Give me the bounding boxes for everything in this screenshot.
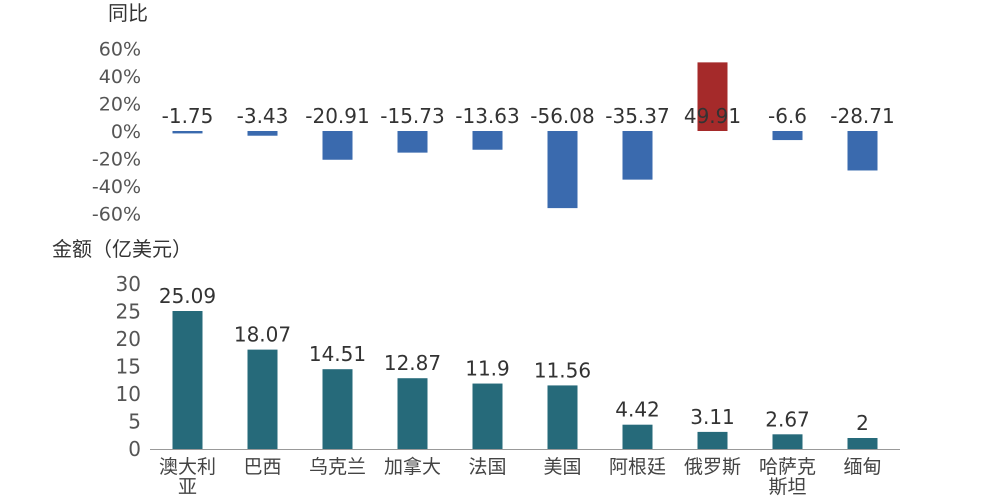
- top-bar-value-label: -6.6: [768, 104, 807, 128]
- top-bar-value-label: -35.37: [605, 104, 669, 128]
- bottom-bar: [622, 424, 653, 449]
- top-bar: [472, 131, 503, 150]
- x-category-label: 斯坦: [768, 476, 806, 498]
- top-bar: [397, 131, 428, 153]
- bottom-bar: [397, 378, 428, 449]
- top-y-axis-title: 同比: [108, 1, 148, 25]
- x-category-label: 亚: [178, 476, 197, 498]
- bottom-bar-value-label: 25.09: [159, 284, 216, 308]
- bottom-y-tick-label: 30: [116, 272, 141, 296]
- bottom-bar-value-label: 14.51: [309, 342, 366, 366]
- bottom-y-tick-label: 15: [116, 355, 141, 379]
- top-bar-value-label: -3.43: [237, 104, 289, 128]
- top-bar-value-label: -1.75: [162, 104, 214, 128]
- top-bar-value-label: -15.73: [380, 104, 444, 128]
- bottom-bar-value-label: 12.87: [384, 351, 441, 375]
- x-category-label: 俄罗斯: [684, 456, 741, 478]
- top-bar: [172, 131, 203, 134]
- top-y-tick-label: -20%: [92, 149, 141, 171]
- top-y-tick-label: -40%: [92, 176, 141, 198]
- bottom-y-axis-title: 金额（亿美元）: [52, 237, 192, 261]
- bottom-y-tick-label: 25: [116, 300, 141, 324]
- bottom-y-tick-label: 5: [128, 410, 141, 434]
- x-category-label: 缅甸: [843, 456, 881, 478]
- top-bar: [622, 131, 653, 180]
- top-bar-value-label: -56.08: [530, 104, 594, 128]
- bottom-bar-value-label: 3.11: [690, 405, 735, 429]
- x-category-label: 阿根廷: [609, 456, 666, 478]
- amount-chart: 金额（亿美元） 30 25 20 15 10 5 0 25.09 18.07 14.51 12.87 1…: [52, 237, 900, 498]
- bottom-bar: [247, 349, 278, 449]
- bottom-bar-value-label: 18.07: [234, 323, 291, 347]
- bottom-bar-value-label: 11.56: [534, 358, 591, 382]
- top-bar-value-label: -28.71: [830, 104, 894, 128]
- top-bar-value-label: -20.91: [305, 104, 369, 128]
- bottom-bar: [847, 438, 878, 449]
- x-category-label: 澳大利: [159, 456, 216, 478]
- x-category-label: 哈萨克: [759, 456, 816, 478]
- bottom-bar: [472, 383, 503, 449]
- bottom-bar-value-label: 4.42: [615, 398, 660, 422]
- bottom-y-tick-label: 10: [116, 382, 141, 406]
- top-bar-value-label: -13.63: [455, 104, 519, 128]
- top-bar: [322, 131, 353, 160]
- bottom-bar: [772, 434, 803, 449]
- top-y-tick-label: 0%: [111, 121, 141, 143]
- top-bar: [547, 131, 578, 209]
- bottom-y-tick-label: 20: [116, 327, 141, 351]
- bottom-bar: [547, 385, 578, 449]
- top-bar: [247, 131, 278, 136]
- bottom-bar-value-label: 2: [856, 411, 869, 435]
- top-y-tick-label: -60%: [92, 204, 141, 226]
- x-category-label: 加拿大: [384, 455, 441, 478]
- top-y-tick-label: 60%: [99, 39, 141, 61]
- top-bar: [772, 131, 803, 141]
- x-category-label: 巴西: [243, 456, 281, 478]
- bottom-bar-value-label: 2.67: [765, 407, 810, 431]
- top-y-tick-label: 20%: [99, 94, 141, 116]
- bottom-bar: [697, 431, 728, 449]
- x-category-label: 美国: [543, 456, 581, 478]
- x-category-label: 乌克兰: [309, 456, 366, 478]
- bottom-bar: [322, 369, 353, 449]
- x-category-label: 法国: [468, 456, 506, 478]
- bottom-bar-value-label: 11.9: [465, 357, 510, 381]
- bottom-y-tick-label: 0: [128, 437, 141, 461]
- bottom-bar: [172, 311, 203, 449]
- top-y-tick-label: 40%: [99, 66, 141, 88]
- top-bar: [847, 131, 878, 171]
- yoy-change-chart: 同比 60% 40% 20% 0% -20% -40% -60% -1.75 -3.43 -20.9…: [92, 1, 895, 226]
- top-bar-value-label: 49.91: [684, 104, 741, 128]
- top-bar: [697, 62, 728, 131]
